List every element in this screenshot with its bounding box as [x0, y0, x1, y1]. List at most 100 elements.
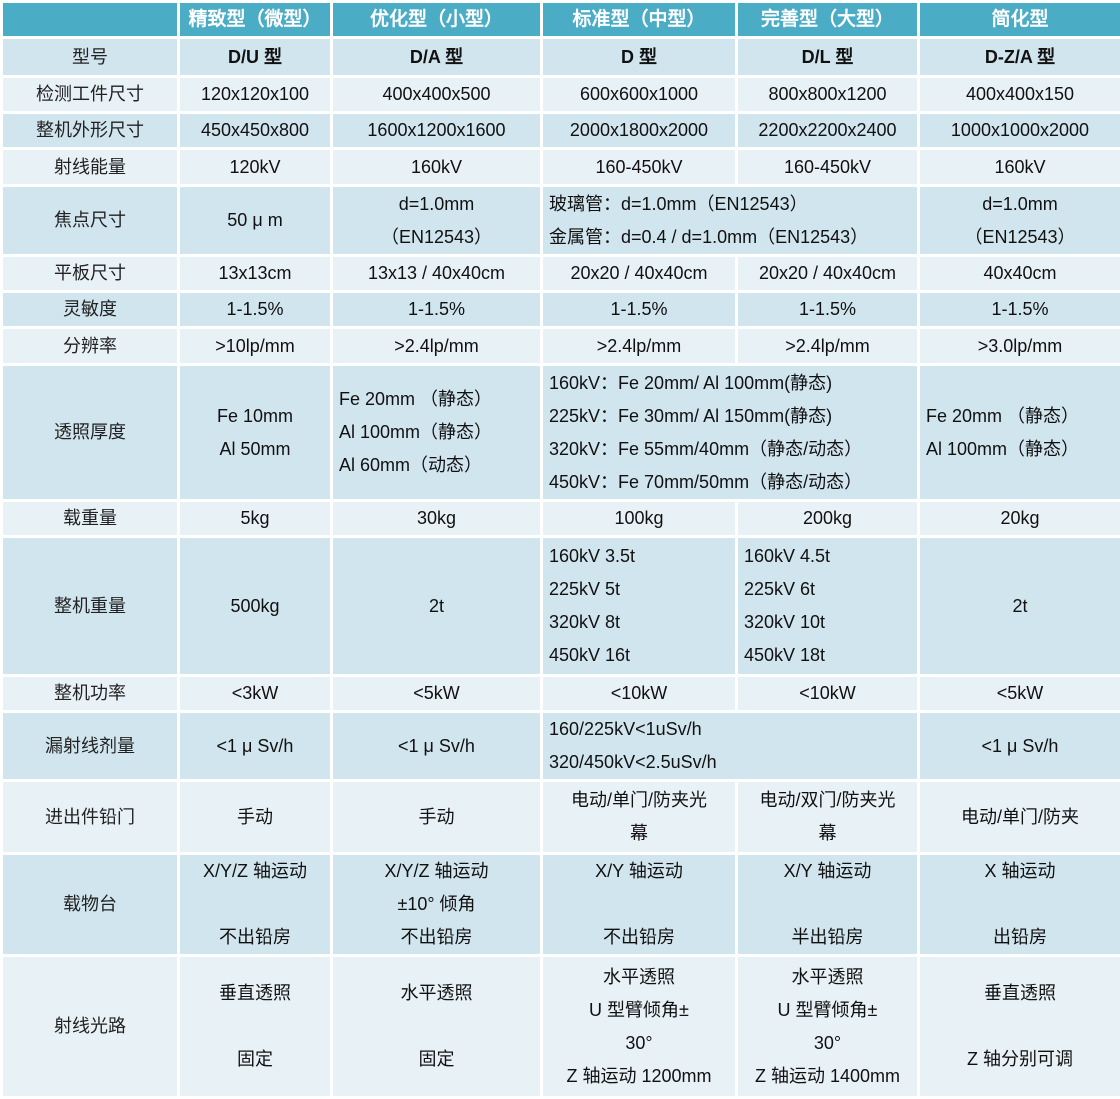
- cell-line: 225kV 6t: [744, 573, 911, 606]
- row-label: 载物台: [2, 854, 179, 956]
- cell-line: 半出铅房: [744, 921, 911, 954]
- table-cell: 1-1.5%: [737, 292, 919, 328]
- cell-line: 160-450kV: [744, 151, 911, 184]
- table-cell: <5kW: [919, 676, 1120, 712]
- cell-line: 不出铅房: [186, 921, 324, 954]
- cell-line: D 型: [549, 41, 729, 74]
- table-cell: 600x600x1000: [542, 77, 737, 113]
- cell-line: 不出铅房: [549, 921, 729, 954]
- row-label: 灵敏度: [2, 292, 179, 328]
- cell-line: 320kV 10t: [744, 606, 911, 639]
- cell-line: 13x13cm: [186, 257, 324, 290]
- cell-line: 40x40cm: [926, 257, 1114, 290]
- cell-line: 200kg: [744, 502, 911, 535]
- cell-line: X/Y 轴运动: [744, 855, 911, 888]
- cell-line: （EN12543）: [339, 221, 534, 254]
- table-cell: 1600x1200x1600: [332, 113, 542, 149]
- cell-line: 不出铅房: [339, 921, 534, 954]
- cell-line: Al 100mm（静态）: [339, 416, 534, 449]
- table-cell: D-Z/A 型: [919, 38, 1120, 77]
- cell-line: 2200x2200x2400: [744, 114, 911, 147]
- cell-line: 30°: [549, 1027, 729, 1060]
- table-cell: D/L 型: [737, 38, 919, 77]
- table-row: 分辨率>10lp/mm>2.4lp/mm>2.4lp/mm>2.4lp/mm>3…: [2, 328, 1120, 365]
- table-cell: X/Y/Z 轴运动±10° 倾角不出铅房: [332, 854, 542, 956]
- cell-line: 出铅房: [926, 921, 1114, 954]
- table-cell: 2t: [919, 537, 1120, 676]
- cell-line: >2.4lp/mm: [549, 330, 729, 363]
- cell-line: 13x13 / 40x40cm: [339, 257, 534, 290]
- cell-line: 幕: [744, 817, 911, 850]
- cell-line: <10kW: [744, 677, 911, 710]
- cell-line: [926, 888, 1114, 921]
- table-cell: X/Y/Z 轴运动不出铅房: [179, 854, 332, 956]
- cell-line: 1-1.5%: [339, 293, 534, 326]
- cell-line: [186, 1010, 324, 1043]
- header-row: 精致型（微型）优化型（小型）标准型（中型）完善型（大型）简化型: [2, 2, 1120, 38]
- cell-line: [186, 888, 324, 921]
- cell-line: 垂直透照: [926, 977, 1114, 1010]
- table-cell: 手动: [179, 781, 332, 854]
- table-cell: 13x13 / 40x40cm: [332, 256, 542, 292]
- cell-line: Fe 10mm: [186, 400, 324, 433]
- row-label: 检测工件尺寸: [2, 77, 179, 113]
- table-cell: 电动/单门/防夹: [919, 781, 1120, 854]
- row-label: 焦点尺寸: [2, 186, 179, 256]
- cell-line: 水平透照: [549, 961, 729, 994]
- table-cell: <1 μ Sv/h: [332, 712, 542, 781]
- table-cell: 垂直透照固定: [179, 956, 332, 1098]
- cell-line: >3.0lp/mm: [926, 330, 1114, 363]
- row-label: 透照厚度: [2, 365, 179, 501]
- cell-line: 1-1.5%: [926, 293, 1114, 326]
- table-cell: 20x20 / 40x40cm: [542, 256, 737, 292]
- cell-line: 20kg: [926, 502, 1114, 535]
- table-cell: 50 μ m: [179, 186, 332, 256]
- cell-line: 320/450kV<2.5uSv/h: [549, 746, 911, 779]
- cell-line: 160kV: [339, 151, 534, 184]
- column-header: 简化型: [919, 2, 1120, 38]
- cell-line: 手动: [339, 801, 534, 834]
- table-cell: <10kW: [737, 676, 919, 712]
- cell-line: Z 轴运动 1400mm: [744, 1060, 911, 1093]
- table-cell: 玻璃管：d=1.0mm（EN12543）金属管：d=0.4 / d=1.0mm（…: [542, 186, 919, 256]
- cell-line: D/A 型: [339, 41, 534, 74]
- cell-line: 电动/单门/防夹光: [549, 784, 729, 817]
- table-cell: 1-1.5%: [919, 292, 1120, 328]
- cell-line: 2t: [926, 590, 1114, 623]
- table-cell: >10lp/mm: [179, 328, 332, 365]
- cell-line: 电动/单门/防夹: [926, 801, 1114, 834]
- cell-line: 400x400x500: [339, 78, 534, 111]
- table-cell: <10kW: [542, 676, 737, 712]
- table-cell: 500kg: [179, 537, 332, 676]
- column-header: 精致型（微型）: [179, 2, 332, 38]
- cell-line: 幕: [549, 817, 729, 850]
- cell-line: 320kV 8t: [549, 606, 729, 639]
- cell-line: 1-1.5%: [744, 293, 911, 326]
- cell-line: 320kV：Fe 55mm/40mm（静态/动态）: [549, 433, 911, 466]
- table-cell: Fe 20mm （静态）Al 100mm（静态）: [919, 365, 1120, 501]
- cell-line: Fe 20mm （静态）: [339, 383, 534, 416]
- table-cell: 水平透照固定: [332, 956, 542, 1098]
- row-label: 射线光路: [2, 956, 179, 1098]
- row-label: 进出件铅门: [2, 781, 179, 854]
- cell-line: 电动/双门/防夹光: [744, 784, 911, 817]
- cell-line: 160kV 3.5t: [549, 540, 729, 573]
- table-cell: 160-450kV: [542, 149, 737, 186]
- table-cell: 160kV: [919, 149, 1120, 186]
- table-cell: 2200x2200x2400: [737, 113, 919, 149]
- table-cell: >2.4lp/mm: [737, 328, 919, 365]
- cell-line: 金属管：d=0.4 / d=1.0mm（EN12543）: [549, 221, 911, 254]
- table-cell: X 轴运动出铅房: [919, 854, 1120, 956]
- table-cell: 40x40cm: [919, 256, 1120, 292]
- cell-line: 手动: [186, 801, 324, 834]
- cell-line: 100kg: [549, 502, 729, 535]
- cell-line: <1 μ Sv/h: [926, 730, 1114, 763]
